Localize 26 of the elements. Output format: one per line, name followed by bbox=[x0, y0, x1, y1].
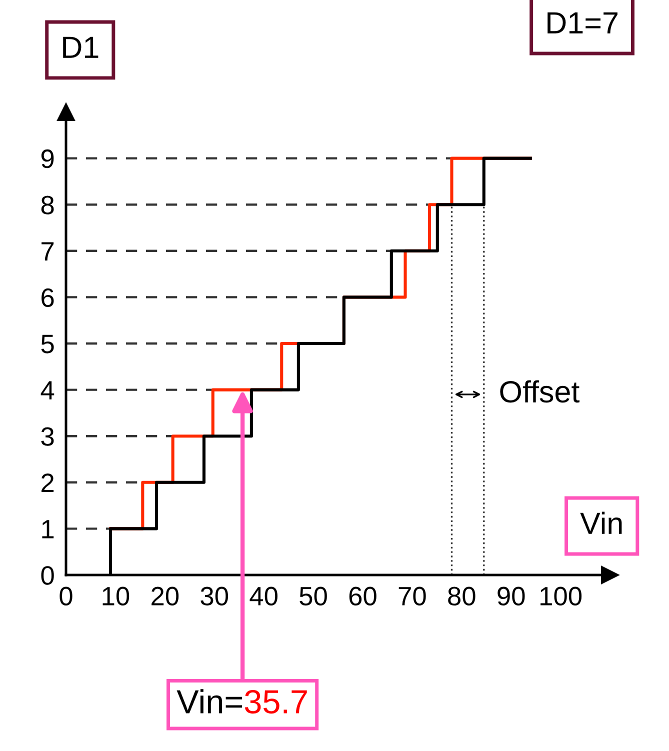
annotation: Offset bbox=[500, 380, 580, 403]
text: D1=7 bbox=[548, 12, 618, 34]
y-tick-label: 2 bbox=[42, 474, 54, 492]
x-tick-label: 0 bbox=[60, 586, 72, 606]
x-tick-label: 70 bbox=[398, 586, 426, 606]
annotation: Vin=35.7 bbox=[176, 689, 307, 714]
y-tick-label: 5 bbox=[41, 334, 54, 354]
x-tick-label: 10 bbox=[102, 586, 130, 606]
x-tick-label: 40 bbox=[250, 586, 278, 606]
y-tick-label: 9 bbox=[41, 149, 54, 168]
y-tick-label: 3 bbox=[41, 427, 54, 446]
x-tick-label: 90 bbox=[498, 586, 525, 606]
x-tick-label: 30 bbox=[200, 586, 228, 606]
x-tick-label: 50 bbox=[300, 586, 327, 606]
y-tick-label: 6 bbox=[42, 288, 54, 308]
x-tick-label: 20 bbox=[152, 586, 179, 606]
x-tick-label: 60 bbox=[349, 586, 376, 606]
y-tick-label: 4 bbox=[40, 381, 54, 400]
y-tick-label: 1 bbox=[42, 520, 54, 538]
x-axis-title: Vin bbox=[580, 512, 622, 534]
y-tick-label: 7 bbox=[42, 242, 54, 260]
x-tick-label: 100 bbox=[540, 586, 582, 606]
y-axis-title: D1 bbox=[63, 36, 98, 58]
x-tick-label: 80 bbox=[448, 586, 476, 606]
y-tick-label: 0 bbox=[41, 566, 54, 585]
y-tick-label: 8 bbox=[41, 196, 54, 214]
